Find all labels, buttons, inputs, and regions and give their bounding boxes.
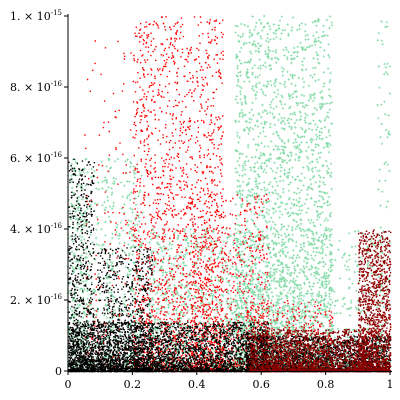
series-3-points xyxy=(248,229,392,373)
y-tick-label: 8. × 10-16 xyxy=(10,80,63,94)
y-tick-label: 2. × 10-16 xyxy=(10,293,63,307)
y-tick-label: 1. × 10-15 xyxy=(10,9,62,23)
x-tick-label: 0.2 xyxy=(124,378,142,391)
x-tick-label: 1 xyxy=(387,378,394,391)
x-tick-label: 0 xyxy=(65,378,72,391)
x-axis-ticks: 0 0.2 0.4 0.6 0.8 1 xyxy=(65,371,394,391)
x-tick-label: 0.8 xyxy=(317,378,335,391)
y-tick-label: 4. × 10-16 xyxy=(10,222,63,236)
series-0-points xyxy=(66,14,392,373)
series-0-scatter xyxy=(66,14,392,373)
x-tick-label: 0.6 xyxy=(252,378,270,391)
series-1-points xyxy=(84,16,392,373)
data-points xyxy=(66,14,392,373)
x-tick-label: 0.4 xyxy=(188,378,206,391)
y-tick-label: 0 xyxy=(55,365,62,378)
y-tick-label: 6. × 10-16 xyxy=(10,151,63,165)
y-axis-ticks: 0 2. × 10-16 4. × 10-16 6. × 10-16 8. × 10-1… xyxy=(10,9,68,378)
series-3-scatter xyxy=(248,229,392,373)
series-1-scatter xyxy=(84,16,392,373)
